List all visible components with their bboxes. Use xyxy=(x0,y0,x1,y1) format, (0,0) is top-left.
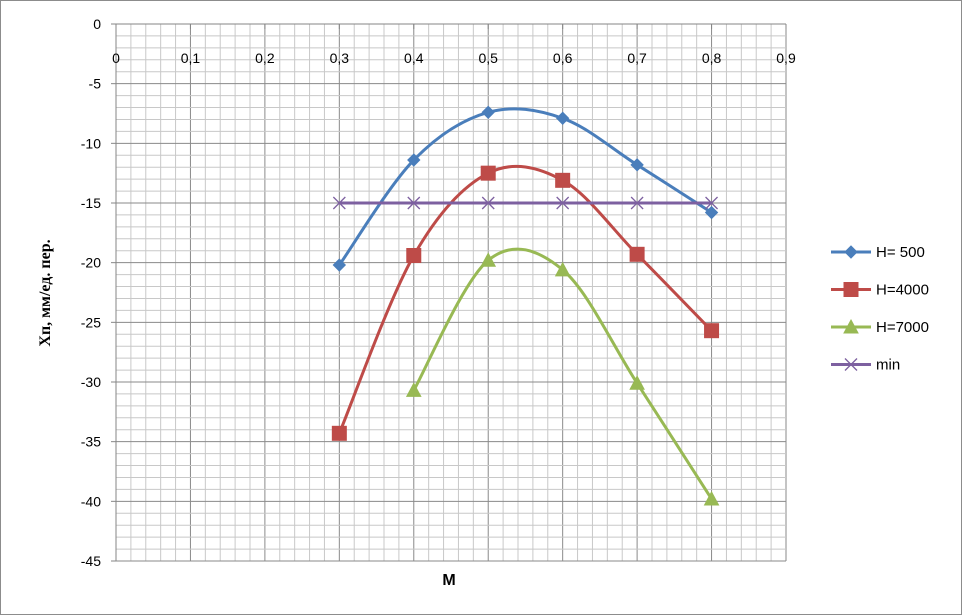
data-point-square xyxy=(629,246,645,262)
y-tick-label: -25 xyxy=(81,314,101,330)
data-point-triangle xyxy=(554,261,571,277)
data-point-triangle xyxy=(629,375,645,390)
data-point-square xyxy=(406,248,422,264)
data-point-square xyxy=(843,282,859,297)
y-tick-label: 0 xyxy=(93,16,101,32)
data-point-square xyxy=(331,425,347,441)
legend-label: min xyxy=(876,357,900,374)
x-tick-label: 0 xyxy=(112,50,120,66)
x-tick-label: 0,4 xyxy=(404,50,424,66)
data-point-diamond xyxy=(481,105,495,120)
y-tick-label: -30 xyxy=(81,374,101,390)
legend-label: H=7000 xyxy=(876,319,929,336)
axes: 0 -5 -10 -15 -20 -25 -30 -35 -40 -45 0 0,1 0,2 0,3 0,4… xyxy=(81,16,796,569)
data-point-x-stroke xyxy=(844,358,858,371)
data-point-x xyxy=(556,196,570,210)
legend-label: H=4000 xyxy=(876,282,929,299)
data-point-diamond xyxy=(332,258,347,272)
data-point-triangle xyxy=(405,382,422,397)
grid xyxy=(115,23,787,562)
data-point-square xyxy=(704,323,720,339)
series-3 xyxy=(332,196,719,210)
x-tick-label: 0,6 xyxy=(553,50,573,66)
series-group xyxy=(331,105,720,506)
data-point-diamond xyxy=(630,158,644,172)
series-2 xyxy=(405,247,720,506)
data-point-x-stroke xyxy=(407,196,421,210)
data-point-triangle xyxy=(843,318,859,334)
data-point-diamond xyxy=(555,111,570,125)
data-point-diamond xyxy=(407,153,421,167)
legend: H= 500 H=4000 H=7000 min xyxy=(831,244,929,374)
x-tick-label: 0,7 xyxy=(627,50,647,66)
data-point-square xyxy=(480,165,496,181)
series-line xyxy=(338,107,713,266)
legend-item: H=7000 xyxy=(831,318,929,336)
legend-label: H= 500 xyxy=(876,244,925,261)
y-tick-label: -15 xyxy=(81,195,101,211)
data-point-x xyxy=(407,196,421,210)
series-line xyxy=(337,164,713,434)
data-point-square xyxy=(555,172,571,188)
series-1 xyxy=(331,164,720,441)
data-point-x-stroke xyxy=(481,196,495,210)
legend-item: H= 500 xyxy=(831,244,925,261)
x-tick-label: 0,5 xyxy=(478,50,498,66)
data-point-x xyxy=(844,358,858,371)
x-tick-label: 0,8 xyxy=(702,50,722,66)
x-tick-label: 0,9 xyxy=(776,50,796,66)
legend-item: H=4000 xyxy=(831,282,929,299)
y-tick-label: -45 xyxy=(81,553,101,569)
data-point-x-stroke xyxy=(630,196,644,210)
legend-item: min xyxy=(831,357,900,374)
data-point-triangle xyxy=(480,252,497,267)
x-axis-title: M xyxy=(442,572,455,589)
x-tick-label: 0,3 xyxy=(330,50,350,66)
y-axis-title: Хп, мм/ед. пер. xyxy=(37,239,54,346)
data-point-x xyxy=(332,196,346,210)
data-point-x-stroke xyxy=(705,196,719,210)
data-point-diamond xyxy=(844,245,858,259)
x-tick-label: 0,2 xyxy=(255,50,275,66)
data-point-x xyxy=(481,196,495,210)
data-point-diamond xyxy=(704,205,719,220)
data-point-x-stroke xyxy=(332,196,346,210)
data-point-triangle xyxy=(703,490,720,506)
y-tick-label: -40 xyxy=(81,493,101,509)
y-tick-label: -5 xyxy=(89,76,102,92)
y-tick-label: -10 xyxy=(81,135,101,151)
data-point-x xyxy=(630,196,644,210)
data-point-x xyxy=(705,196,719,210)
y-tick-label: -35 xyxy=(81,434,101,450)
series-0 xyxy=(332,105,719,272)
x-tick-label: 0,1 xyxy=(181,50,201,66)
data-point-x-stroke xyxy=(556,196,570,210)
y-tick-label: -20 xyxy=(81,255,101,271)
